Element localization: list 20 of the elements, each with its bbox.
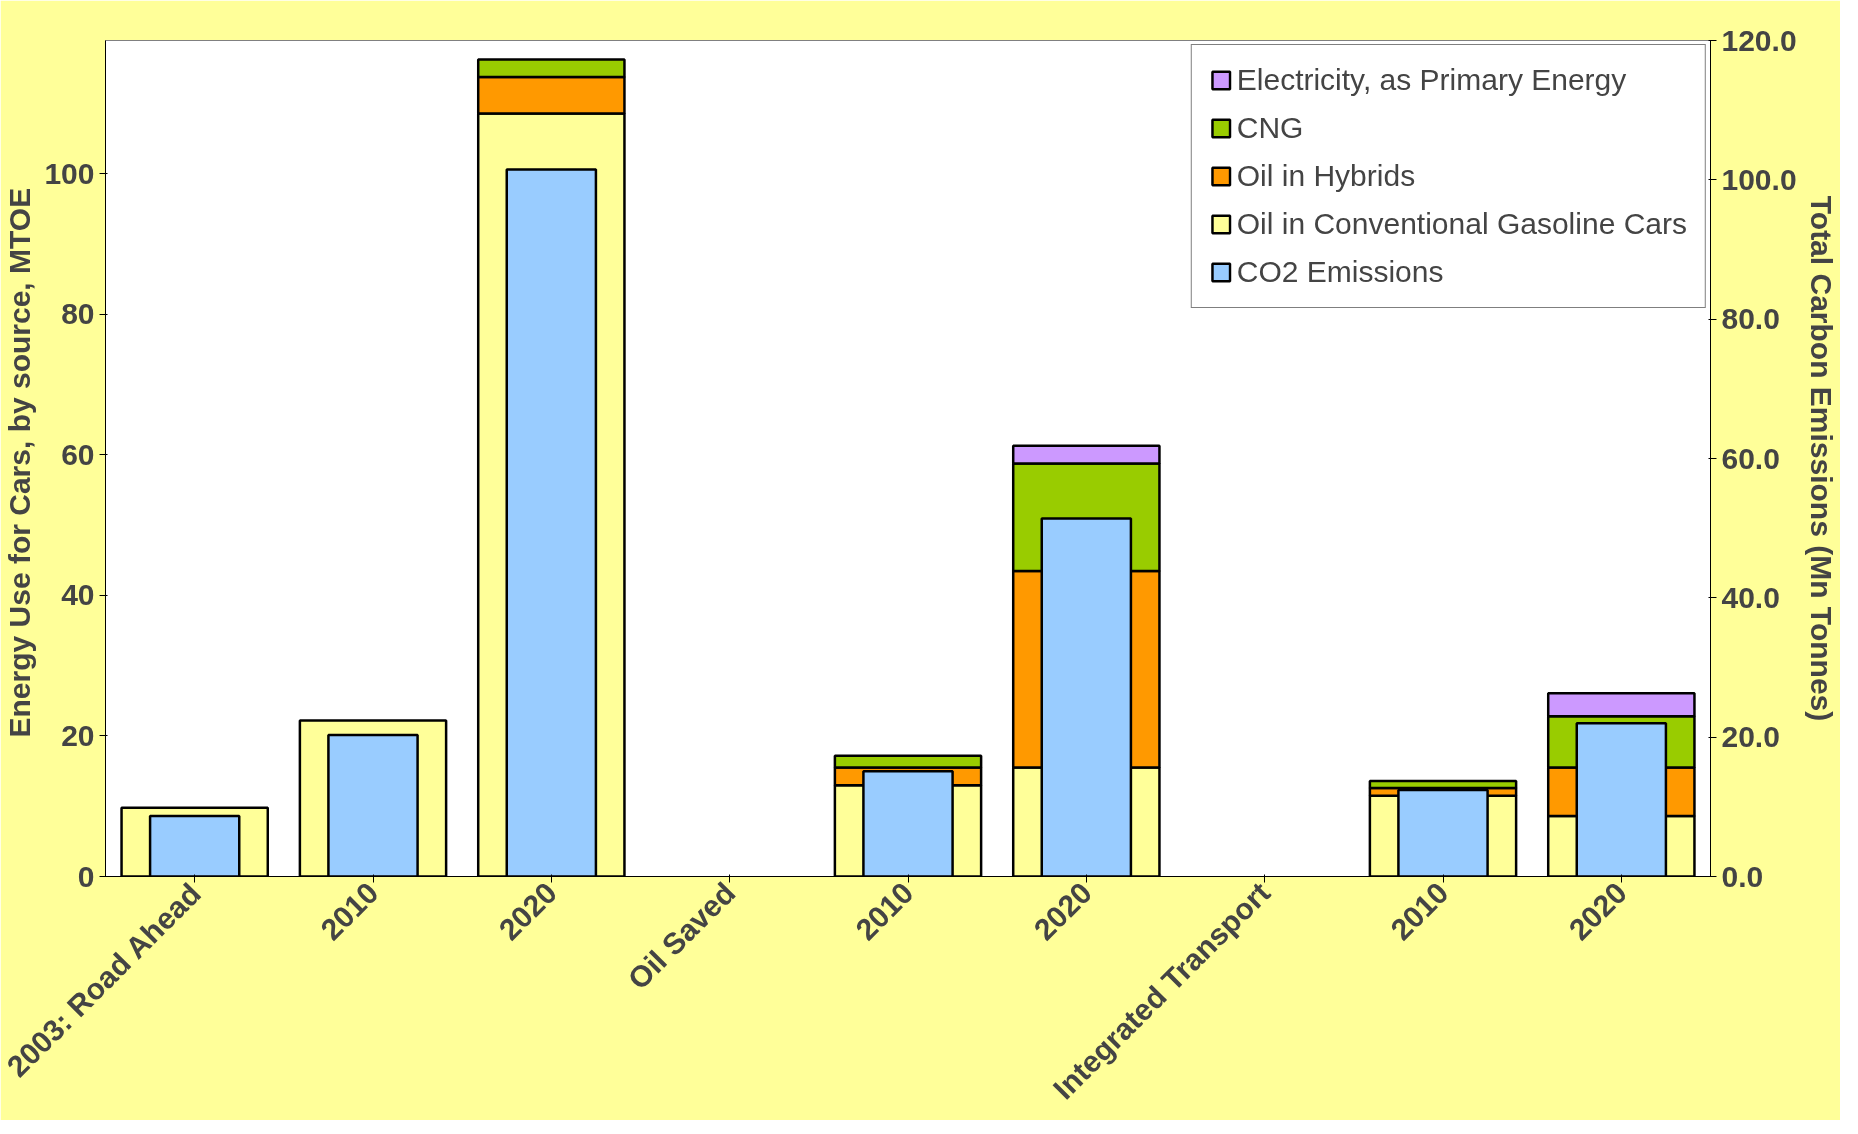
y2-tick-label: 80.0	[1721, 302, 1780, 336]
y-tick-label: 60	[61, 437, 95, 471]
y-tick-label: 0	[77, 859, 95, 893]
y2-tick-label: 40.0	[1721, 580, 1780, 614]
y2-tick-label: 60.0	[1721, 441, 1780, 475]
y-tick-label: 40	[61, 578, 95, 612]
y-tick-label: 20	[61, 719, 95, 752]
legend-label: Electricity, as Primary Energy	[1236, 63, 1627, 97]
y2-tick-label: 20.0	[1721, 720, 1780, 754]
y2-axis-title: Total Carbon Emissions (Mn Tonnes)	[1804, 195, 1838, 722]
y2-tick-label: 120.0	[1721, 23, 1797, 57]
y2-tick-label: 100.0	[1721, 162, 1797, 196]
legend-label: Oil in Conventional Gasoline Cars	[1236, 207, 1687, 241]
legend-label: Oil in Hybrids	[1236, 159, 1416, 193]
legend-label: CNG	[1236, 111, 1304, 145]
y-tick-label: 80	[61, 297, 95, 331]
y-axis-title: Energy Use for Cars, by source, MTOE	[3, 187, 37, 738]
legend-label: CO2 Emissions	[1236, 255, 1444, 289]
y2-tick-label: 0.0	[1721, 859, 1764, 893]
y-tick-label: 100	[44, 156, 95, 190]
